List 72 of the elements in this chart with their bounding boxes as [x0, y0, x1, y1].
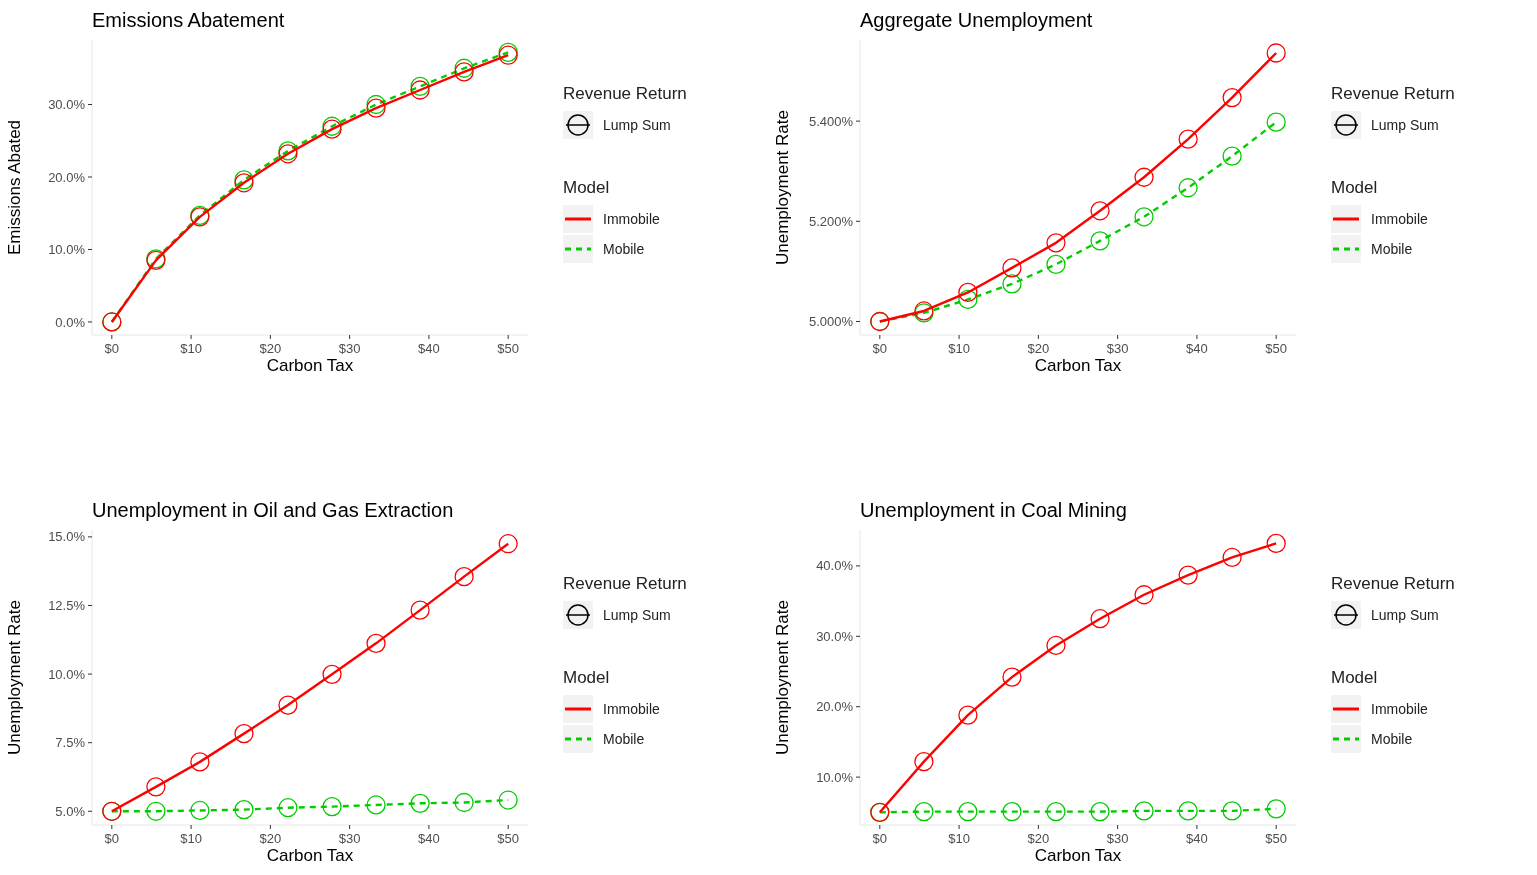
x-tick-label: $30: [1106, 341, 1129, 356]
y-tick-label: 15.0%: [48, 529, 86, 545]
x-axis-title: Carbon Tax: [1034, 846, 1122, 865]
x-tick-label: $10: [948, 831, 970, 846]
text: Revenue Return: [563, 574, 687, 593]
chart-title: Unemployment in Coal Mining: [860, 499, 1127, 521]
text: Lump Sum: [1371, 117, 1439, 133]
x-tick-label: $30: [338, 341, 361, 356]
x-tick-label: $40: [1186, 831, 1208, 846]
text: Revenue Return: [1331, 84, 1455, 103]
legend-label: Immobile: [1371, 211, 1429, 227]
y-tick-label: 30.0%: [816, 628, 854, 644]
y-axis-title: Unemployment Rate: [5, 600, 24, 755]
x-tick-label: $20: [1027, 341, 1050, 356]
y-tick-label: 5.0%: [55, 803, 86, 819]
x-tick-label: $30: [1106, 831, 1129, 846]
y-tick-label: 40.0%: [816, 558, 854, 574]
x-tick-label: $10: [180, 341, 202, 356]
y-tick-label: 5.200%: [808, 213, 854, 229]
x-tick-label: $0: [104, 341, 120, 356]
legend-label: Mobile: [1371, 731, 1413, 747]
chart-title: Emissions Abatement: [92, 9, 285, 31]
y-axis-title: Emissions Abated: [5, 119, 24, 256]
legend-title: Model: [563, 178, 610, 197]
legend-title: Model: [1331, 668, 1378, 687]
y-tick-label: 5.000%: [808, 314, 854, 330]
x-tick-label: $50: [497, 341, 520, 356]
legend-label: Mobile: [1371, 241, 1413, 257]
x-tick-label: $40: [418, 831, 440, 846]
x-tick-label: $0: [104, 831, 120, 846]
x-axis-title: Carbon Tax: [266, 356, 354, 375]
legend-label: Immobile: [603, 701, 661, 717]
y-tick-label: 10.0%: [48, 666, 86, 682]
y-tick-label: 5.400%: [808, 113, 854, 129]
legend-label: Mobile: [603, 241, 645, 257]
x-tick-label: $50: [1265, 831, 1288, 846]
y-tick-label: 30.0%: [48, 97, 86, 113]
x-tick-label: $40: [418, 341, 440, 356]
y-tick-label: 12.5%: [48, 598, 86, 614]
x-tick-label: $20: [259, 341, 282, 356]
y-axis-title: Unemployment Rate: [773, 110, 792, 265]
x-axis-title: Carbon Tax: [266, 846, 354, 865]
y-tick-label: 0.0%: [55, 314, 86, 330]
text: Lump Sum: [603, 117, 671, 133]
x-axis-title: Carbon Tax: [1034, 356, 1122, 375]
y-tick-label: 20.0%: [48, 169, 86, 185]
x-tick-label: $0: [872, 341, 888, 356]
x-tick-label: $0: [872, 831, 888, 846]
x-tick-label: $20: [1027, 831, 1050, 846]
legend-label: Immobile: [1371, 701, 1429, 717]
legend-title: Model: [1331, 178, 1378, 197]
y-axis-title: Unemployment Rate: [773, 600, 792, 755]
legend-label: Immobile: [603, 211, 661, 227]
y-tick-label: 10.0%: [816, 769, 854, 785]
y-tick-label: 10.0%: [48, 242, 86, 258]
x-tick-label: $20: [259, 831, 282, 846]
x-tick-label: $50: [1265, 341, 1288, 356]
text: Lump Sum: [1371, 607, 1439, 623]
x-tick-label: $30: [338, 831, 361, 846]
chart-title: Unemployment in Oil and Gas Extraction: [92, 499, 454, 521]
x-tick-label: $10: [180, 831, 202, 846]
x-tick-label: $50: [497, 831, 520, 846]
text: Lump Sum: [603, 607, 671, 623]
text: Revenue Return: [563, 84, 687, 103]
y-tick-label: 20.0%: [816, 699, 854, 715]
y-tick-label: 7.5%: [55, 735, 86, 751]
x-tick-label: $40: [1186, 341, 1208, 356]
legend-title: Model: [563, 668, 610, 687]
text: Revenue Return: [1331, 574, 1455, 593]
legend-label: Mobile: [603, 731, 645, 747]
chart-title: Aggregate Unemployment: [860, 9, 1093, 31]
x-tick-label: $10: [948, 341, 970, 356]
